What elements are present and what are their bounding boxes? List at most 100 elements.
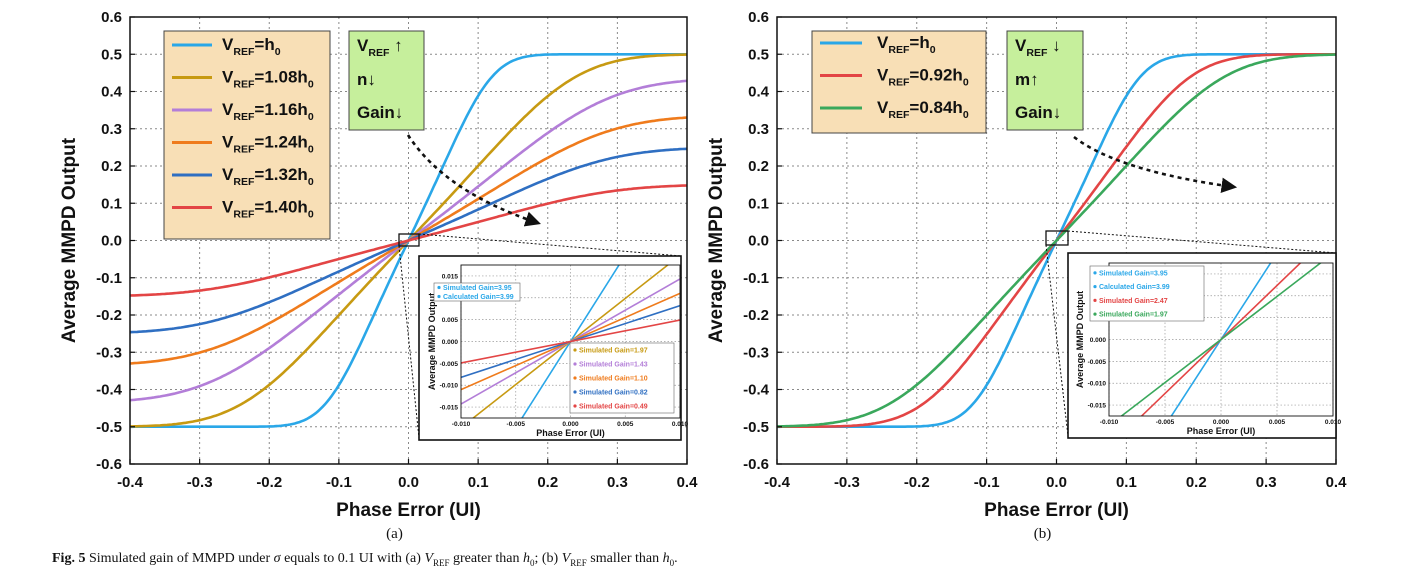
y-tick-label: 0.0 [101, 233, 122, 250]
legend-entry: VREF=h0 [222, 35, 281, 58]
inset-x-tick-label: 0.005 [617, 421, 634, 428]
inset-legend-dot [1093, 285, 1097, 289]
inset-x-tick-label: 0.010 [1325, 419, 1342, 426]
y-tick-label: 0.4 [101, 84, 123, 101]
caption-text-6: . [674, 551, 678, 566]
y-tick-label: -0.3 [743, 344, 769, 361]
figure-caption: Fig. 5 Simulated gain of MMPD under σ eq… [52, 551, 1392, 568]
inset-legend-dot [573, 362, 577, 366]
inset-legend-entry: Simulated Gain=1.10 [579, 375, 648, 382]
inset-legend-entry: Simulated Gain=2.47 [1099, 298, 1168, 305]
y-tick-label: 0.2 [101, 158, 122, 175]
y-tick-label: 0.3 [748, 121, 769, 138]
inset-legend-dot [1093, 271, 1097, 275]
series-line-3 [777, 53, 1336, 428]
x-tick-label: -0.3 [834, 474, 860, 491]
annotation-box [348, 30, 425, 131]
y-tick-label: 0.1 [748, 195, 769, 212]
x-tick-label: -0.1 [326, 474, 352, 491]
y-tick-label: -0.4 [96, 382, 123, 399]
caption-vref-2: V [561, 551, 571, 566]
panel-b: -0.4 -0.3 -0.2 -0.1 0.0 0.1 0.2 0.3 0.4 -0.6 -0.5 -… [706, 9, 1347, 542]
caption-vref-2-sub: REF [570, 557, 587, 568]
y-tick-label: 0.1 [101, 195, 122, 212]
x-tick-label: 0.4 [677, 474, 699, 491]
zoom-connector [418, 233, 682, 257]
y-tick-label: 0.6 [748, 9, 769, 26]
inset-legend-entry: Simulated Gain=1.43 [579, 361, 648, 368]
zoom-connector [1045, 244, 1069, 437]
x-tick-label: -0.4 [117, 474, 144, 491]
legend-entry: VREF=0.84h0 [877, 98, 969, 121]
x-tick-label: -0.4 [764, 474, 791, 491]
x-tick-label: 0.0 [1046, 474, 1067, 491]
y-axis-title: Average MMPD Output [59, 137, 80, 343]
inset-y-axis-title: Average MMPD Output [1075, 291, 1085, 388]
inset-legend-entry: Simulated Gain=0.82 [579, 389, 648, 396]
x-tick-label: 0.3 [1256, 474, 1277, 491]
x-tick-label: 0.0 [398, 474, 419, 491]
caption-text-3: greater than [449, 551, 523, 566]
x-tick-label: 0.2 [1186, 474, 1207, 491]
y-tick-label: -0.6 [743, 456, 769, 473]
inset-y-tick-label: -0.010 [440, 383, 459, 390]
caption-text-1: Simulated gain of MMPD under [88, 551, 274, 566]
caption-h0-1: h [522, 551, 530, 566]
inset-x-tick-label: 0.005 [1269, 419, 1286, 426]
caption-vref-1: V [424, 551, 433, 566]
inset-legend-entry: Calculated Gain=3.99 [443, 294, 514, 301]
inset-x-tick-label: 0.010 [672, 421, 689, 428]
annotation-line: m↑ [1015, 70, 1039, 89]
series-line-6 [129, 184, 688, 297]
y-tick-label: 0.5 [748, 46, 769, 63]
inset-legend-dot [573, 348, 577, 352]
y-tick-label: -0.2 [743, 307, 769, 324]
inset-legend-dot [573, 376, 577, 380]
caption-text-4: ; (b) [534, 551, 562, 566]
x-tick-label: -0.2 [256, 474, 282, 491]
inset-legend-dot [573, 404, 577, 408]
inset-legend-entry: Simulated Gain=0.49 [579, 403, 648, 410]
x-tick-label: 0.2 [537, 474, 558, 491]
inset-legend-entry: Calculated Gain=3.99 [1099, 284, 1170, 291]
y-tick-label: 0.6 [101, 9, 122, 26]
y-tick-label: -0.5 [743, 419, 769, 436]
inset-y-tick-label: 0.000 [442, 339, 459, 346]
inset-x-axis-title: Phase Error (UI) [536, 428, 605, 438]
inset-y-tick-label: -0.015 [440, 405, 459, 412]
inset-y-axis-title: Average MMPD Output [427, 293, 437, 390]
inset-plot-frame [460, 264, 681, 419]
inset-y-tick-label: -0.005 [440, 361, 459, 368]
zoom-connector [398, 245, 420, 439]
annotation-line: VREF ↑ [357, 36, 403, 59]
trend-arrow [1073, 135, 1238, 194]
inset-y-tick-label: 0.005 [442, 317, 459, 324]
annotation-line: n↓ [357, 70, 376, 89]
y-tick-label: 0.0 [748, 233, 769, 250]
y-tick-label: 0.5 [101, 46, 122, 63]
inset-x-tick-label: -0.010 [452, 421, 471, 428]
inset-legend-entry: Simulated Gain=1.97 [579, 347, 648, 354]
legend-entry: VREF=1.08h0 [222, 68, 314, 91]
inset-legend-entry: Simulated Gain=3.95 [443, 285, 512, 292]
inset-plot: -0.010 -0.005 0.000 0.005 0.010 -0.015 -0.010 -… [427, 264, 689, 438]
zoom-box [398, 233, 420, 247]
zoom-connector [1067, 230, 1337, 254]
legend-entry: VREF=1.32h0 [222, 165, 314, 188]
panel-label: (a) [386, 526, 403, 542]
trend-arrow [406, 134, 541, 227]
zoom-box [1045, 230, 1069, 246]
legend-entry: VREF=1.24h0 [222, 133, 314, 156]
inset-y-tick-label: -0.005 [1088, 359, 1107, 366]
annotation-line: Gain↓ [357, 103, 403, 122]
inset-legend-entry: Simulated Gain=3.95 [1099, 270, 1168, 277]
y-tick-label: -0.5 [96, 419, 122, 436]
y-tick-label: -0.6 [96, 456, 122, 473]
inset-legend-box [569, 342, 675, 414]
inset-y-tick-label: 0.000 [1090, 337, 1107, 344]
inset-legend-dot [1093, 298, 1097, 302]
annotation-box [1006, 30, 1084, 131]
inset-plot: -0.010 -0.005 0.000 0.005 0.010 -0.015 -0.010 -… [1075, 262, 1342, 436]
x-axis-title: Phase Error (UI) [336, 500, 481, 521]
caption-h0-2: h [662, 551, 670, 566]
